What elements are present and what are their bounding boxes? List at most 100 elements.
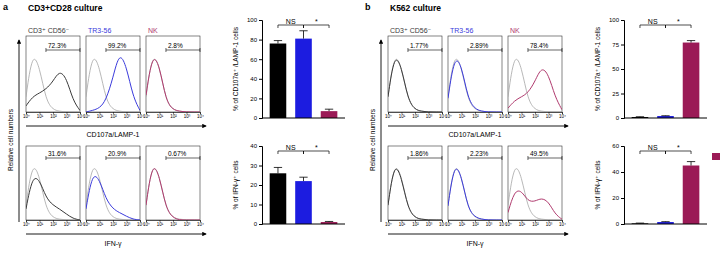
column-title: NK	[510, 27, 520, 34]
column-title: TR3-56	[88, 27, 111, 34]
x-tick: 10³	[486, 112, 493, 119]
x-tick: 10¹	[37, 220, 44, 227]
tick-label: 10¹	[399, 222, 406, 227]
tick-label: 10³	[64, 114, 71, 119]
plot-frame	[508, 146, 562, 220]
bars	[632, 41, 700, 118]
error-bar	[274, 167, 282, 173]
x-tick: 10³	[184, 112, 191, 119]
histogram-curve	[448, 169, 502, 220]
tick-label: 10²	[50, 222, 57, 227]
histogram-curve	[448, 169, 502, 220]
curves	[86, 58, 140, 112]
x-axis: 10⁰10¹10²10³10⁴	[385, 220, 446, 227]
bar-chart: 020406080100% of CD107a⁺ /LAMP-1 cellsNS…	[232, 17, 345, 121]
x-axis-title: IFN-γ	[104, 240, 122, 248]
x-tick: 10³	[64, 112, 71, 119]
x-tick: 10⁰	[445, 112, 452, 119]
x-arrow	[388, 126, 568, 127]
flow-histogram: 10⁰10¹10²10³10⁴20.9%	[83, 146, 144, 227]
y-tick: 100	[247, 17, 262, 23]
column-title: CD3⁺ CD56⁻	[28, 27, 70, 34]
y-axis-title: % of IFN-γ⁺ cells	[232, 160, 240, 210]
x-tick: 10³	[546, 112, 553, 119]
histogram-curve	[86, 58, 140, 112]
y-axis: 020406080100	[247, 17, 263, 121]
tick-label: 60	[612, 143, 619, 149]
histogram-curve	[86, 169, 140, 220]
tick-label: 10¹	[399, 114, 406, 119]
plot-frame	[448, 36, 502, 112]
tick-mark	[621, 146, 624, 147]
x-arrow	[388, 234, 568, 235]
figure: aCD3+CD28 cultureRelative cell numbersCD…	[0, 0, 723, 258]
tick-label: 10¹	[97, 222, 104, 227]
x-tick: 10⁰	[23, 220, 30, 227]
x-tick: 10²	[170, 112, 177, 119]
histogram-curve	[26, 179, 80, 220]
x-tick: 10⁰	[143, 112, 150, 119]
histogram-curve	[448, 61, 502, 112]
bar-chart: 0204060% of IFN-γ⁺ cellsNS*	[594, 143, 707, 227]
plot-frame	[26, 146, 80, 220]
tick-label: 50	[612, 66, 619, 72]
y-tick: 50	[612, 66, 624, 72]
y-tick: 100	[609, 17, 624, 23]
x-tick: 10¹	[519, 220, 526, 227]
x-tick: 10²	[110, 220, 117, 227]
plot-frame	[86, 36, 140, 112]
curves	[508, 169, 562, 220]
y-tick: 40	[250, 143, 262, 149]
curves	[448, 59, 502, 112]
y-tick: 10	[250, 202, 262, 208]
histogram-curve	[508, 169, 562, 220]
tick-label: 10⁰	[143, 114, 150, 119]
histogram-curve	[448, 59, 502, 112]
flow-histogram: 10⁰10¹10²10³10⁴TR3-5699.2%	[83, 27, 144, 119]
y-tick: 80	[250, 37, 262, 43]
tick-label: 10⁰	[445, 222, 452, 227]
x-tick: 10²	[412, 112, 419, 119]
x-axis: 10⁰10¹10²10³10⁴	[505, 220, 566, 227]
gate-label: 31.6%	[48, 150, 67, 157]
error-bar	[325, 221, 333, 223]
x-tick: 10³	[184, 220, 191, 227]
x-axis: 10⁰10¹10²10³10⁴	[445, 112, 506, 119]
x-tick: 10²	[50, 112, 57, 119]
significance-label: *	[677, 144, 680, 151]
curves	[448, 169, 502, 220]
histogram-curve	[508, 191, 562, 219]
tick-label: 10³	[426, 114, 433, 119]
flow-histogram: 10⁰10¹10²10³10⁴1.86%	[385, 146, 446, 227]
histogram-curve	[388, 169, 442, 220]
x-tick: 10¹	[399, 112, 406, 119]
x-tick: 10⁴	[197, 112, 204, 119]
x-tick: 10⁰	[385, 220, 392, 227]
tick-label: 10¹	[97, 114, 104, 119]
x-tick: 10²	[472, 112, 479, 119]
tick-label: 30	[250, 163, 257, 169]
x-tick: 10⁴	[559, 112, 566, 119]
tick-label: 100	[609, 17, 620, 23]
error-bar	[661, 115, 669, 116]
tick-label: 10⁴	[197, 222, 204, 227]
x-tick: 10²	[532, 112, 539, 119]
tick-label: 10⁰	[143, 222, 150, 227]
tick-label: 10⁰	[83, 114, 90, 119]
y-tick: 40	[250, 76, 262, 82]
tick-label: 10²	[50, 114, 57, 119]
tick-label: 0	[616, 115, 620, 121]
significance-bracket	[666, 25, 692, 28]
x-tick: 10³	[124, 220, 131, 227]
significance-bracket	[304, 25, 330, 28]
tick-label: 10⁰	[23, 114, 30, 119]
tick-mark	[621, 172, 624, 173]
histogram-curve	[146, 169, 200, 220]
x-tick: 10⁴	[197, 220, 204, 227]
x-tick: 10¹	[519, 112, 526, 119]
plot-frame	[26, 36, 80, 112]
tick-label: 10³	[546, 114, 553, 119]
x-axis: 10⁰10¹10²10³10⁴	[143, 112, 204, 119]
flow-histogram: 10⁰10¹10²10³10⁴NK78.4%	[505, 27, 566, 119]
y-arrow	[19, 40, 20, 222]
